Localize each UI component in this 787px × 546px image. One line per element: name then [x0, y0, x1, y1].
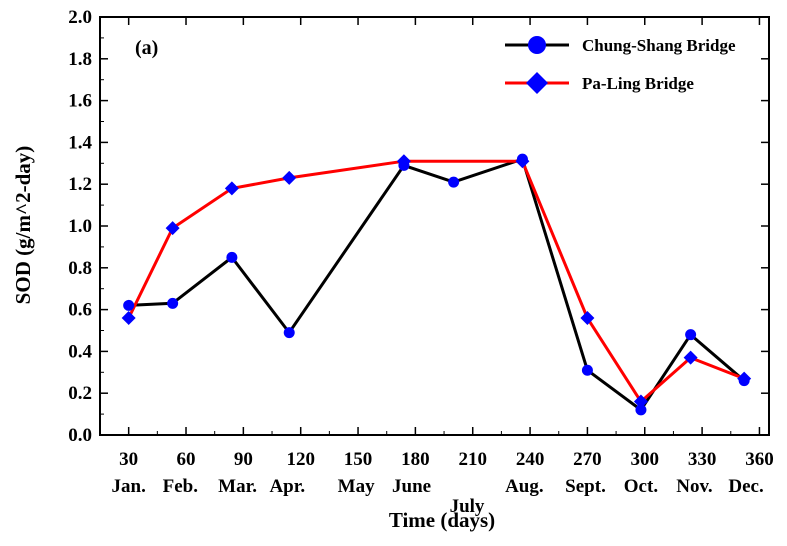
series-1-point	[581, 364, 593, 376]
legend-label-2: Pa-Ling Bridge	[582, 74, 694, 93]
series-line-2	[127, 159, 745, 404]
x-axis-title: Time (days)	[389, 508, 495, 532]
y-tick-label: 0.8	[68, 258, 92, 279]
x-tick-label: 90	[234, 449, 253, 470]
y-tick-label: 1.4	[68, 132, 92, 153]
series-layer	[121, 153, 752, 416]
series-2-point	[633, 394, 648, 409]
x-tick-label: 180	[401, 449, 430, 470]
y-tick-label: 0.4	[68, 341, 92, 362]
y-tick-label: 0.6	[68, 300, 92, 321]
y-tick-label: 0.0	[68, 425, 92, 446]
series-2-point	[683, 350, 698, 365]
series-2-point	[121, 310, 136, 325]
series-2-point	[165, 221, 180, 236]
panel-label: (a)	[135, 37, 158, 59]
month-label: Apr.	[269, 476, 305, 497]
month-label: Jan.	[112, 476, 146, 497]
series-1-point	[635, 404, 647, 416]
y-tick-label: 2.0	[68, 7, 92, 28]
month-label: Oct.	[624, 476, 658, 497]
month-label: Aug.	[505, 476, 544, 497]
axes: 0.0 0.2 0.4 0.6 0.8 1.0 1.2 1.4 1.6 1.8 2.0 30 60 90 1…	[68, 7, 773, 517]
series-2-point	[580, 310, 595, 325]
x-tick-label: 120	[286, 449, 315, 470]
y-tick-label: 1.6	[68, 91, 92, 112]
series-1-point	[226, 251, 238, 263]
month-label: Sept.	[565, 476, 606, 497]
x-tick-label: 150	[344, 449, 373, 470]
month-label: Nov.	[676, 476, 712, 497]
x-tick-label: 270	[573, 449, 602, 470]
month-label: Dec.	[728, 476, 763, 497]
series-2-point	[224, 181, 239, 196]
month-label: Mar.	[218, 476, 257, 497]
x-tick-label: 60	[177, 449, 196, 470]
series-2-point	[396, 154, 411, 169]
legend-marker-1	[528, 36, 546, 54]
x-tick-label: 210	[458, 449, 487, 470]
month-label: May	[338, 476, 375, 497]
legend: Chung-Shang Bridge Pa-Ling Bridge	[505, 36, 736, 94]
month-label: July	[450, 496, 485, 517]
y-tick-label: 1.0	[68, 216, 92, 237]
x-tick-label: 240	[516, 449, 545, 470]
legend-marker-2	[526, 72, 548, 94]
y-tick-label: 1.8	[68, 49, 92, 70]
series-2-point	[282, 170, 297, 185]
month-label: June	[392, 476, 431, 497]
x-tick-label: 360	[745, 449, 774, 470]
series-1-point	[123, 299, 135, 311]
series-1-point	[167, 297, 179, 309]
y-tick-label: 0.2	[68, 383, 92, 404]
series-2-point	[737, 371, 752, 386]
y-axis-title: SOD (g/m^2-day)	[11, 146, 35, 305]
x-tick-label: 30	[119, 449, 138, 470]
legend-label-1: Chung-Shang Bridge	[582, 36, 736, 55]
x-tick-label: 330	[688, 449, 717, 470]
series-1-point	[685, 329, 697, 341]
series-1-point	[448, 176, 460, 188]
series-2-point	[515, 154, 530, 169]
x-tick-label: 300	[631, 449, 660, 470]
month-label: Feb.	[163, 476, 198, 497]
y-tick-label: 1.2	[68, 174, 92, 195]
series-1-point	[283, 327, 295, 339]
